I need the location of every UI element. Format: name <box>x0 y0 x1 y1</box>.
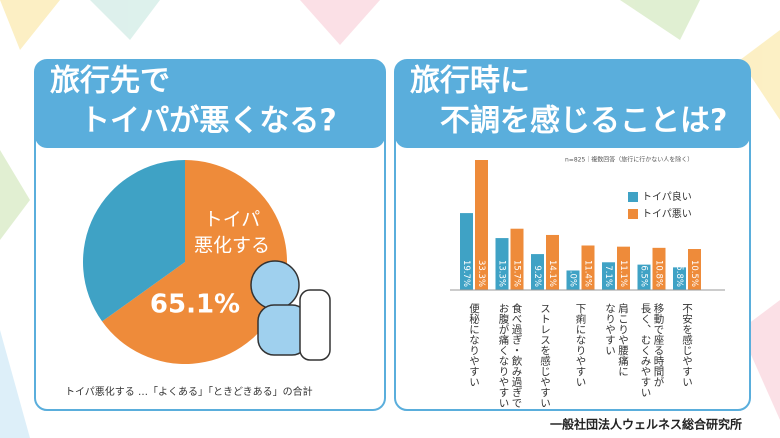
pie-slice <box>102 160 287 365</box>
bar <box>495 238 509 290</box>
value-label: 11.1% <box>618 260 628 287</box>
source: 一般社団法人ウェルネス総合研究所 <box>550 417 742 432</box>
value-label: 33.3% <box>476 260 486 287</box>
category-label: 長く、むくみやすい <box>640 303 652 398</box>
category-label: 移動で座る時間が <box>653 302 665 387</box>
bar <box>581 245 595 290</box>
illustration <box>299 289 331 361</box>
category-label: 食べ過ぎ・飲み過ぎで <box>511 302 523 408</box>
slice-label: 悪化する <box>194 235 270 257</box>
value-label: 10.5% <box>689 260 699 287</box>
chart-title: トイパが悪くなる? <box>80 104 337 139</box>
category-label: お腹が痛くなりやすい <box>498 303 510 408</box>
right-title-bar <box>395 60 750 148</box>
legend-swatch <box>628 192 638 202</box>
left-title-bar <box>35 60 385 148</box>
category-label: なりやすい <box>604 303 616 356</box>
illustration <box>250 260 300 310</box>
bar <box>673 267 686 290</box>
value-label: 5.0% <box>568 265 578 287</box>
value-label: 14.1% <box>547 260 557 287</box>
value-label: 9.2% <box>532 265 542 287</box>
bar <box>546 234 559 290</box>
bar <box>652 247 666 290</box>
bar <box>531 254 544 290</box>
bar <box>475 160 488 290</box>
bar <box>637 264 651 290</box>
category-label: 便秘になりやすい <box>468 302 480 387</box>
bar <box>602 262 615 290</box>
bar <box>566 270 580 290</box>
legend-label: トイパ良い <box>642 190 692 203</box>
value-label: 15.7% <box>512 260 522 287</box>
chart-title: 旅行時に <box>410 64 530 99</box>
slice-value-label: 65.1% <box>150 290 240 320</box>
bar <box>510 228 524 290</box>
value-label: 13.3% <box>497 260 507 287</box>
slice-label: トイパ <box>204 209 261 231</box>
chart-title: 不調を感じることは? <box>440 104 727 139</box>
value-label: 6.5% <box>639 265 649 287</box>
bar <box>688 249 701 290</box>
bar <box>617 246 630 290</box>
category-label: 下痢になりやすい <box>575 303 587 387</box>
footnote: トイパ悪化する …「よくある」「ときどきある」の合計 <box>65 385 313 398</box>
value-label: 10.8% <box>654 260 664 287</box>
chart-title: 旅行先で <box>50 64 170 99</box>
value-label: 19.7% <box>461 260 471 287</box>
value-label: 5.8% <box>674 265 684 287</box>
note: n=825｜複数回答（旅行に行かない人を除く） <box>565 156 693 164</box>
pie-slice <box>83 160 185 322</box>
bar <box>460 213 473 290</box>
legend-label: トイパ悪い <box>642 208 692 220</box>
category-label: 肩こりや腰痛に <box>617 302 629 376</box>
category-label: 不安を感じやすい <box>681 303 693 387</box>
value-label: 7.1% <box>603 265 613 287</box>
value-label: 11.4% <box>583 260 593 287</box>
category-label: ストレスを感じやすい <box>539 303 551 408</box>
legend-swatch <box>628 209 638 219</box>
